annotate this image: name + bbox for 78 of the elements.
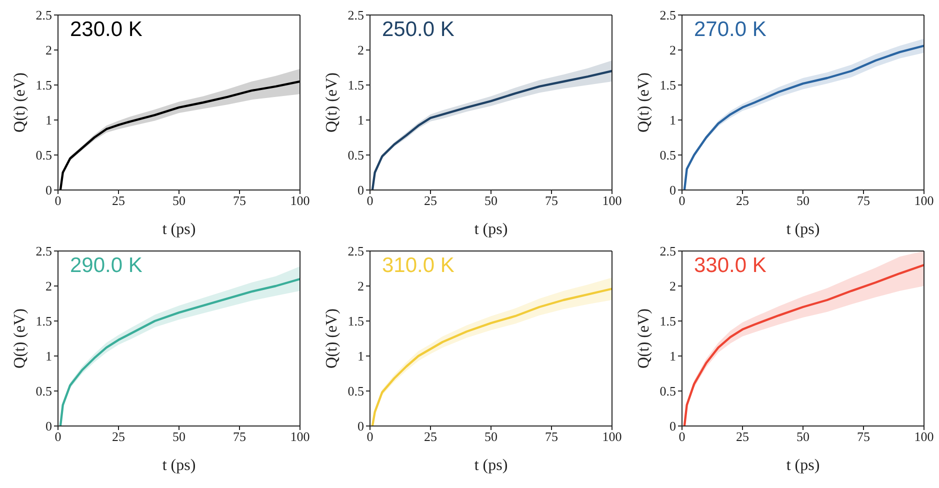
y-tick-label: 0.5 — [348, 384, 364, 399]
y-axis-title: Q(t) (eV) — [636, 308, 652, 368]
y-tick-label: 0.5 — [660, 384, 676, 399]
y-axis-title: Q(t) (eV) — [12, 72, 28, 132]
y-tick-label: 1 — [670, 112, 676, 128]
y-tick-label: 2.5 — [348, 244, 364, 259]
y-tick-label: 1.5 — [36, 314, 52, 329]
x-axis-title: t (ps) — [786, 457, 820, 474]
x-tick-label: 100 — [602, 429, 622, 444]
y-tick-label: 0 — [670, 418, 676, 434]
x-tick-label: 100 — [290, 429, 310, 444]
y-tick-label: 2.5 — [348, 8, 364, 23]
chart-title: 310.0 K — [382, 254, 454, 278]
y-tick-label: 1 — [358, 348, 364, 364]
x-tick-label: 100 — [914, 193, 934, 208]
y-tick-label: 2.5 — [660, 8, 676, 23]
chart-title: 290.0 K — [70, 254, 142, 278]
y-tick-label: 0.5 — [36, 148, 52, 163]
y-tick-label: 0.5 — [348, 148, 364, 163]
y-tick-label: 2 — [358, 278, 364, 294]
y-tick-label: 1 — [670, 348, 676, 364]
x-axis-title: t (ps) — [162, 221, 196, 238]
y-tick-label: 2.5 — [660, 244, 676, 259]
x-tick-label: 50 — [484, 429, 498, 444]
x-tick-label: 100 — [914, 429, 934, 444]
y-tick-label: 0 — [358, 182, 364, 198]
chart-title: 230.0 K — [70, 18, 142, 42]
x-tick-label: 25 — [424, 193, 437, 208]
chart-title: 270.0 K — [694, 18, 766, 42]
x-tick-label: 75 — [545, 193, 558, 208]
y-axis-title: Q(t) (eV) — [324, 72, 340, 132]
y-tick-label: 1.5 — [348, 78, 364, 93]
y-tick-label: 1.5 — [660, 78, 676, 93]
y-tick-label: 0 — [46, 418, 52, 434]
x-tick-label: 50 — [172, 193, 186, 208]
y-tick-label: 2 — [358, 42, 364, 58]
x-axis-title: t (ps) — [786, 221, 820, 238]
y-tick-label: 0 — [670, 182, 676, 198]
y-axis-title: Q(t) (eV) — [12, 308, 28, 368]
y-tick-label: 0 — [46, 182, 52, 198]
x-axis-title: t (ps) — [474, 457, 508, 474]
x-tick-label: 25 — [112, 429, 125, 444]
x-tick-label: 75 — [857, 193, 870, 208]
x-tick-label: 75 — [233, 429, 246, 444]
y-tick-label: 1 — [358, 112, 364, 128]
x-tick-label: 25 — [736, 193, 749, 208]
x-tick-label: 50 — [484, 193, 498, 208]
y-tick-label: 1 — [46, 112, 52, 128]
y-tick-label: 2.5 — [36, 244, 52, 259]
x-tick-label: 50 — [172, 429, 186, 444]
x-axis-title: t (ps) — [162, 457, 196, 474]
x-axis-title: t (ps) — [474, 221, 508, 238]
chart-title: 250.0 K — [382, 18, 454, 42]
x-tick-label: 25 — [424, 429, 437, 444]
y-tick-label: 1.5 — [36, 78, 52, 93]
y-axis-title: Q(t) (eV) — [324, 308, 340, 368]
x-tick-label: 25 — [736, 429, 749, 444]
y-tick-label: 2 — [670, 278, 676, 294]
y-tick-label: 1.5 — [660, 314, 676, 329]
y-tick-label: 0 — [358, 418, 364, 434]
x-tick-label: 50 — [796, 429, 810, 444]
x-tick-label: 75 — [233, 193, 246, 208]
x-tick-label: 100 — [602, 193, 622, 208]
y-tick-label: 2 — [670, 42, 676, 58]
y-tick-label: 1 — [46, 348, 52, 364]
y-tick-label: 2.5 — [36, 8, 52, 23]
y-tick-label: 0.5 — [36, 384, 52, 399]
y-tick-label: 2 — [46, 278, 52, 294]
x-tick-label: 75 — [545, 429, 558, 444]
chart-title: 330.0 K — [694, 254, 766, 278]
x-tick-label: 75 — [857, 429, 870, 444]
x-tick-label: 25 — [112, 193, 125, 208]
y-axis-title: Q(t) (eV) — [636, 72, 652, 132]
x-tick-label: 50 — [796, 193, 810, 208]
y-tick-label: 0.5 — [660, 148, 676, 163]
x-tick-label: 100 — [290, 193, 310, 208]
y-tick-label: 1.5 — [348, 314, 364, 329]
y-tick-label: 2 — [46, 42, 52, 58]
